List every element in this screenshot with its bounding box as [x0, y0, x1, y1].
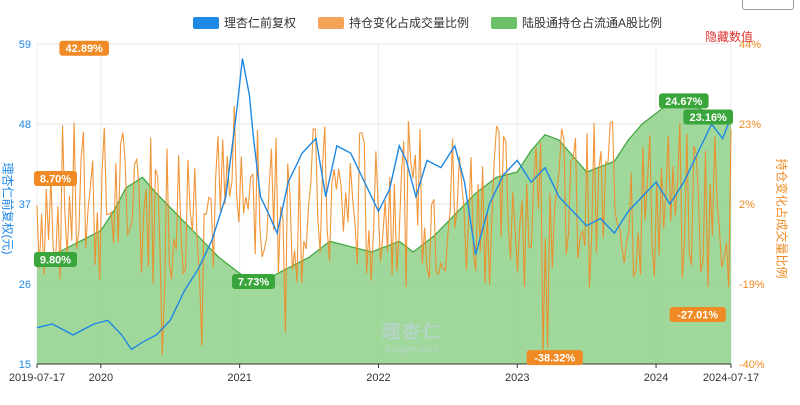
legend-label-holding: 陆股通持仓占流通A股比例	[522, 16, 663, 30]
holding-area	[37, 100, 731, 364]
right-tick-label: 2%	[739, 199, 755, 211]
change-annotation: -27.01%	[677, 310, 718, 322]
x-tick-label: 2020	[89, 372, 113, 384]
holding-annotation: 7.73%	[238, 277, 269, 289]
change-annotation-bg	[526, 350, 583, 366]
holding-annotation-bg	[34, 251, 77, 267]
x-tick-label: 2021	[227, 372, 251, 384]
right-tick-label: -40%	[739, 359, 765, 371]
legend-swatch-change	[318, 16, 345, 29]
legend: 理杏仁前复权 持仓变化占成交量比例 陆股通持仓占流通A股比例	[193, 14, 662, 31]
change-line	[36, 105, 732, 358]
left-tick-label: 59	[19, 39, 31, 51]
legend-swatch-price	[193, 16, 219, 29]
holding-annotation-bg	[232, 274, 276, 290]
holding-annotation-bg	[683, 109, 733, 125]
left-axis-title: 理杏仁前复权(元)	[0, 162, 15, 255]
price-line	[36, 58, 732, 351]
hide-values-toggle[interactable]: 隐藏数值	[705, 30, 754, 44]
watermark: 理杏仁 lixinger.com	[382, 318, 442, 355]
right-axis-title: 持仓变化占成交量比例	[774, 158, 789, 279]
top-right-button[interactable]	[742, 0, 794, 10]
legend-item-price[interactable]: 理杏仁前复权	[193, 14, 296, 31]
x-tick-label: 2023	[505, 372, 529, 384]
left-tick-label: 37	[19, 199, 31, 211]
change-annotation-bg	[59, 40, 109, 56]
left-tick-label: 26	[19, 279, 31, 291]
holding-annotation: 9.80%	[40, 254, 71, 266]
right-tick-label: -19%	[739, 279, 765, 291]
change-annotation: -38.32%	[534, 353, 575, 365]
change-annotation: 8.70%	[40, 173, 71, 185]
x-tick-label: 2024-07-17	[703, 372, 759, 384]
legend-swatch-holding	[491, 16, 518, 29]
holding-annotation: 24.67%	[665, 96, 703, 108]
change-annotation-bg	[34, 170, 77, 186]
change-annotation-bg	[669, 307, 726, 323]
watermark-url: lixinger.com	[385, 344, 439, 355]
x-tick-label: 2024	[644, 372, 668, 384]
left-tick-label: 48	[19, 119, 31, 131]
x-tick-label: 2019-07-17	[9, 372, 65, 384]
right-tick-label: 23%	[739, 119, 761, 131]
legend-item-holding[interactable]: 陆股通持仓占流通A股比例	[491, 14, 662, 31]
legend-item-change[interactable]: 持仓变化占成交量比例	[318, 14, 469, 31]
holding-annotation-bg	[659, 93, 709, 109]
holding-line	[36, 100, 732, 283]
x-tick-label: 2022	[366, 372, 390, 384]
watermark-logo: 理杏仁	[382, 322, 442, 343]
legend-label-price: 理杏仁前复权	[224, 16, 297, 30]
legend-label-change: 持仓变化占成交量比例	[349, 16, 470, 30]
right-tick-label: 44%	[739, 39, 761, 51]
holding-annotation: 23.16%	[690, 112, 728, 124]
left-tick-label: 15	[19, 359, 31, 371]
change-annotation: 42.89%	[66, 43, 104, 55]
